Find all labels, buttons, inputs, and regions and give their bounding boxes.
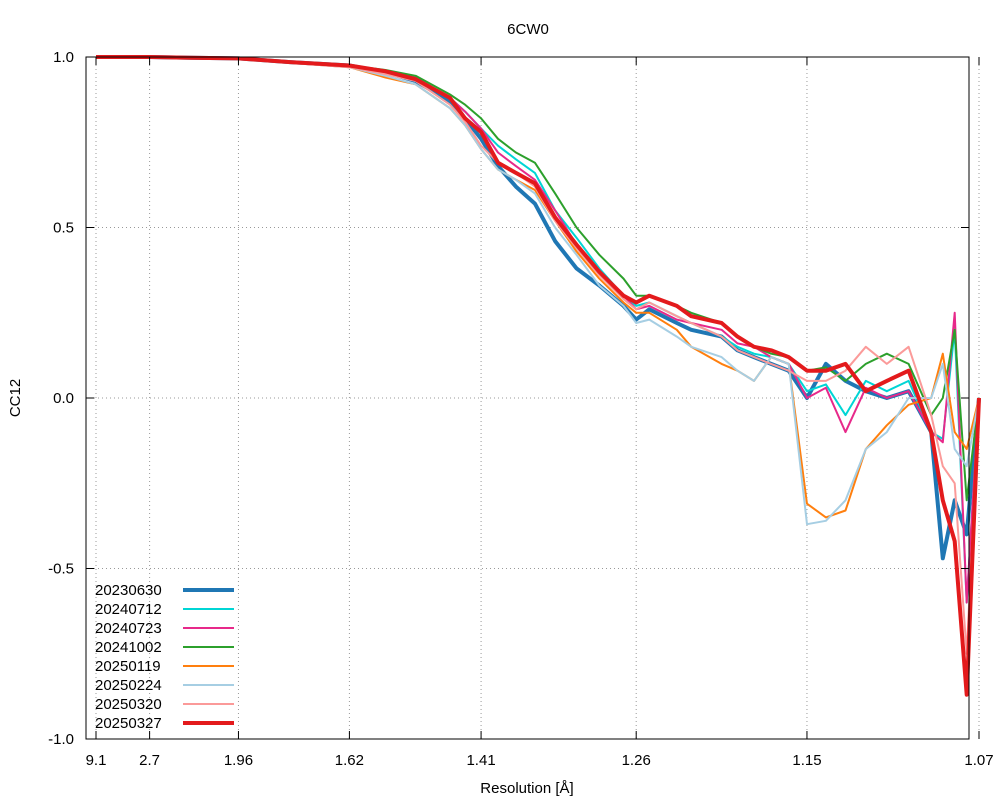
x-axis-label: Resolution [Å] [480,780,573,797]
ticks: 9.1 2.7 1.96 1.62 1.41 1.26 1.15 1.07 1.0 0.5 0.0 -… [48,49,993,769]
x-tick-label: 9.1 [86,752,107,769]
x-tick-label: 1.41 [466,752,495,769]
x-tick-label: 2.7 [139,752,160,769]
legend-label: 20240712 [95,601,162,618]
x-tick-label: 1.07 [964,752,993,769]
chart-title: 6CW0 [507,21,549,38]
y-axis-label: CC12 [7,379,24,417]
legend: 20230630 20240712 20240723 20241002 20250119… [95,582,234,732]
legend-label: 20250320 [95,696,162,713]
legend-label: 20230630 [95,582,162,599]
legend-label: 20250327 [95,715,162,732]
legend-label: 20241002 [95,639,162,656]
y-tick-label: 0.0 [53,390,74,407]
y-tick-label: 0.5 [53,220,74,237]
x-tick-label: 1.96 [224,752,253,769]
y-tick-label: 1.0 [53,49,74,66]
x-tick-label: 1.26 [622,752,651,769]
y-tick-label: -1.0 [48,731,74,748]
series-layer [96,55,981,697]
grid [86,57,980,739]
legend-label: 20240723 [95,620,162,637]
legend-label: 20250224 [95,677,162,694]
legend-label: 20250119 [95,658,161,675]
x-tick-label: 1.15 [792,752,821,769]
y-tick-label: -0.5 [48,561,74,578]
series-line-20250320 [96,56,980,655]
series-line-20250327 [96,55,981,697]
x-tick-label: 1.62 [335,752,364,769]
